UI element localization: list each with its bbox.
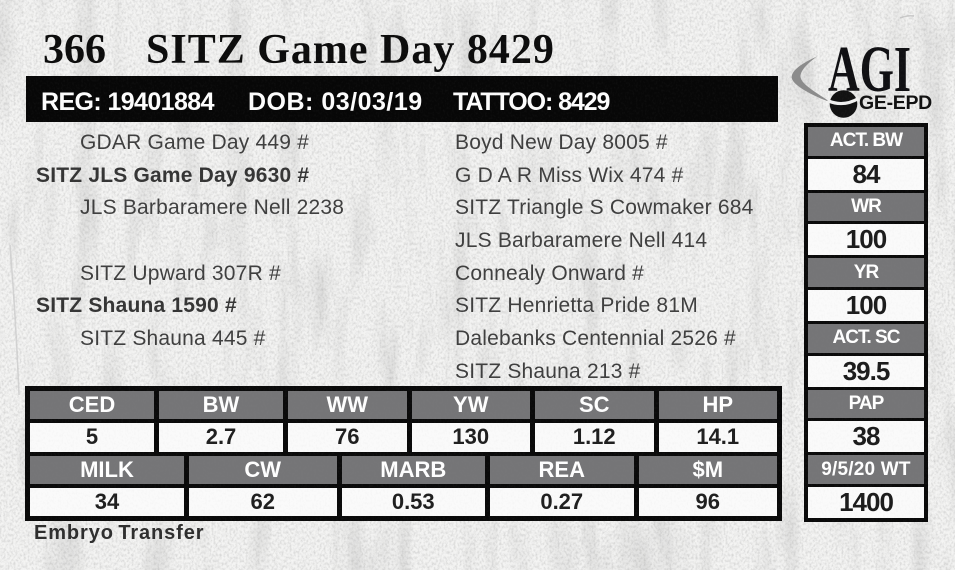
svg-text:GE-EPD: GE-EPD [859,92,932,114]
